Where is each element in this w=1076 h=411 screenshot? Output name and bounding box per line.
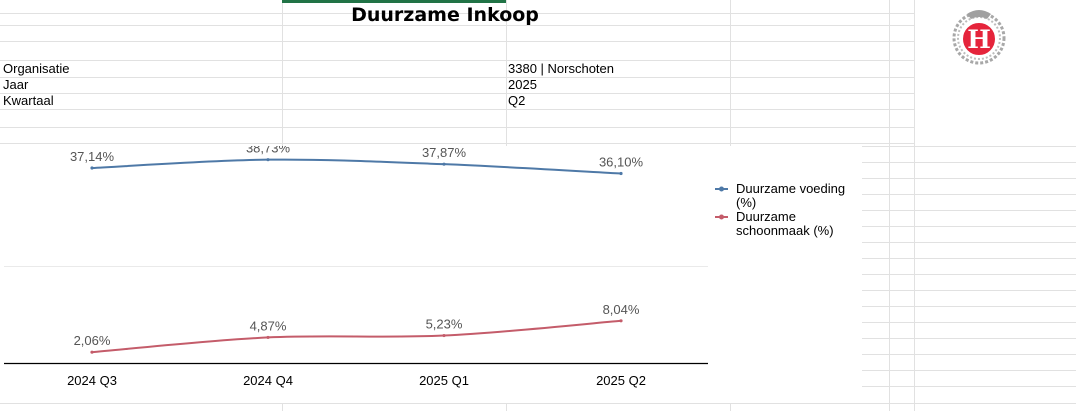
legend-label: Duurzame voeding [736, 181, 845, 196]
data-label: 5,23% [426, 317, 463, 332]
line-chart: 37,14% 38,73% 37,87% 36,10% 2,06% 4,87% 5,23% 8… [4, 146, 845, 388]
data-label: 4,87% [250, 318, 287, 333]
chart-area: 37,14% 38,73% 37,87% 36,10% 2,06% 4,87% 5,23% 8… [0, 146, 862, 403]
chart-series: 37,14% 38,73% 37,87% 36,10% 2,06% 4,87% 5,23% 8… [70, 146, 644, 354]
data-label: 36,10% [599, 154, 644, 169]
x-tick-label: 2024 Q3 [67, 373, 117, 388]
company-logo: H [952, 10, 1006, 65]
data-label: 2,06% [74, 333, 111, 348]
x-axis: 2024 Q3 2024 Q4 2025 Q1 2025 Q2 [4, 362, 708, 388]
data-point [266, 158, 270, 162]
x-tick-label: 2024 Q4 [243, 373, 293, 388]
data-point [619, 171, 623, 176]
legend-label: schoonmaak (%) [736, 223, 834, 238]
active-cell-indicator [282, 0, 506, 3]
page-title: Duurzame Inkoop [351, 4, 539, 26]
cell-value-organisatie[interactable]: 3380 | Norschoten [508, 61, 614, 76]
legend-marker-dot [719, 186, 724, 192]
data-point [442, 162, 446, 166]
data-point [266, 335, 270, 340]
logo-letter: H [967, 25, 991, 54]
data-point [90, 166, 94, 170]
series-line-2 [91, 319, 622, 354]
data-point [90, 350, 94, 354]
cell-label-jaar[interactable]: Jaar [3, 77, 29, 92]
data-point [619, 319, 623, 323]
data-label: 38,73% [246, 146, 291, 156]
cell-value-kwartaal[interactable]: Q2 [508, 93, 526, 108]
x-tick-label: 2025 Q2 [596, 373, 646, 388]
legend-label: Duurzame [736, 209, 796, 224]
cell-label-organisatie[interactable]: Organisatie [3, 61, 70, 76]
data-label: 37,14% [70, 149, 115, 164]
data-label: 8,04% [603, 302, 640, 317]
logo-badge [961, 21, 997, 57]
legend-label: (%) [736, 195, 756, 210]
cell-value-jaar[interactable]: 2025 [508, 77, 537, 92]
data-label: 37,87% [422, 146, 467, 160]
data-point [442, 333, 446, 338]
cell-label-kwartaal[interactable]: Kwartaal [3, 93, 54, 108]
legend-marker-dot [719, 214, 724, 220]
x-tick-label: 2025 Q1 [419, 373, 469, 388]
series-line-1 [91, 158, 622, 175]
